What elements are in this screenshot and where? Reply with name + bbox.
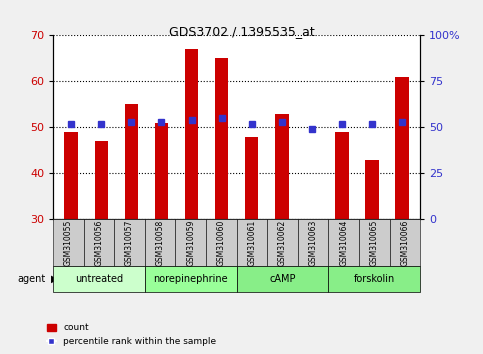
Bar [275,114,288,219]
Bar [155,123,168,219]
Bar [335,132,349,219]
Text: untreated: untreated [75,274,123,284]
Text: GSM310058: GSM310058 [156,219,165,266]
Bar [245,137,258,219]
Bar [185,49,199,219]
Text: GSM310060: GSM310060 [217,219,226,266]
Text: GSM310061: GSM310061 [247,219,256,266]
Text: GSM310055: GSM310055 [64,219,73,266]
Legend: count, percentile rank within the sample: count, percentile rank within the sample [43,320,220,349]
Text: agent: agent [18,274,46,284]
Text: GSM310065: GSM310065 [370,219,379,266]
Bar [365,160,379,219]
Text: GDS3702 / 1395535_at: GDS3702 / 1395535_at [169,25,314,38]
Text: GSM310062: GSM310062 [278,219,287,266]
Bar [215,58,228,219]
Bar [396,77,409,219]
Bar [95,141,108,219]
Bar [64,132,78,219]
Text: GSM310059: GSM310059 [186,219,195,266]
Text: cAMP: cAMP [270,274,296,284]
Text: forskolin: forskolin [354,274,395,284]
Text: ▶: ▶ [51,274,58,284]
Text: GSM310066: GSM310066 [400,219,410,266]
Text: norepinephrine: norepinephrine [154,274,228,284]
Text: GSM310064: GSM310064 [339,219,348,266]
Bar [125,104,138,219]
Text: GSM310057: GSM310057 [125,219,134,266]
Text: GSM310056: GSM310056 [95,219,103,266]
Text: GSM310063: GSM310063 [309,219,318,266]
